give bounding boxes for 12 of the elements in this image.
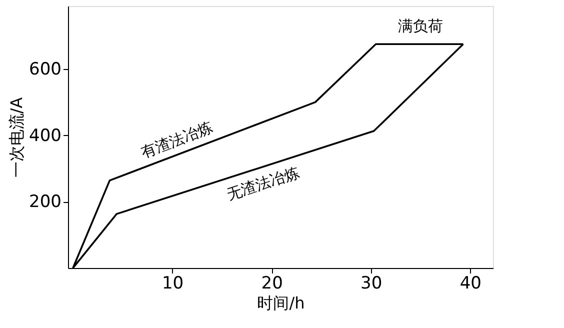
annotation: 满负荷 bbox=[398, 17, 444, 36]
y-tick-label: 200 bbox=[29, 192, 62, 212]
x-tick-label: 20 bbox=[261, 274, 283, 294]
x-tick-label: 30 bbox=[360, 274, 382, 294]
y-axis-title: 一次电流/A bbox=[7, 97, 26, 178]
x-axis-title: 时间/h bbox=[257, 294, 305, 312]
y-tick-label: 400 bbox=[29, 126, 62, 146]
x-tick-label: 10 bbox=[162, 274, 184, 294]
text: 无渣法冶炼 bbox=[224, 163, 302, 204]
y-tick-label: 600 bbox=[29, 60, 62, 80]
x-tick-label: 40 bbox=[460, 274, 482, 294]
text: 有渣法冶炼 bbox=[138, 118, 215, 162]
